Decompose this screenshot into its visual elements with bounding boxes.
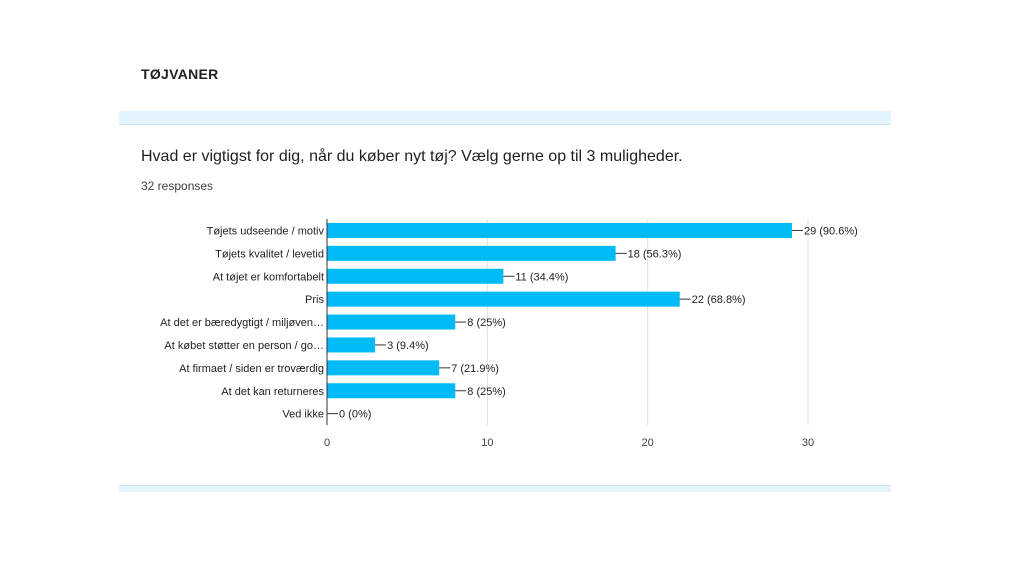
- bar: [327, 314, 456, 330]
- category-label: At tøjet er komfortabelt: [213, 271, 324, 283]
- x-tick-label: 0: [324, 437, 330, 449]
- value-label: 8 (25%): [467, 317, 506, 329]
- section-title: TØJVANER: [141, 66, 219, 82]
- value-label: 22 (68.8%): [692, 294, 746, 306]
- bar: [327, 268, 504, 284]
- category-label: At firmaet / siden er troværdig: [179, 363, 324, 375]
- bar: [327, 360, 440, 376]
- value-label: 0 (0%): [339, 409, 371, 421]
- category-label: Ved ikke: [282, 409, 324, 421]
- x-tick-label: 10: [481, 437, 493, 449]
- bar: [327, 383, 456, 399]
- bar: [327, 222, 792, 238]
- bar: [327, 245, 616, 261]
- category-label: At det er bæredygtigt / miljøven…: [160, 317, 324, 329]
- value-label: 29 (90.6%): [804, 225, 858, 237]
- card-bottom-band: [119, 485, 891, 492]
- response-count: 32 responses: [141, 179, 214, 193]
- bar: [327, 337, 376, 353]
- value-label: 18 (56.3%): [628, 248, 682, 260]
- category-label: Tøjets udseende / motiv: [207, 225, 325, 237]
- value-label: 8 (25%): [467, 386, 506, 398]
- value-label: 3 (9.4%): [387, 340, 429, 352]
- card-top-band: [119, 111, 891, 125]
- value-label: 7 (21.9%): [451, 363, 499, 375]
- x-tick-label: 20: [642, 437, 654, 449]
- category-label: At det kan returneres: [221, 386, 324, 398]
- bar: [327, 291, 680, 307]
- category-label: Tøjets kvalitet / levetid: [215, 248, 324, 260]
- value-label: 11 (34.4%): [515, 271, 568, 283]
- category-label: At købet støtter en person / go…: [164, 340, 324, 352]
- x-tick-label: 30: [802, 437, 814, 449]
- question-title: Hvad er vigtigst for dig, når du køber n…: [141, 148, 683, 165]
- category-label: Pris: [305, 294, 324, 306]
